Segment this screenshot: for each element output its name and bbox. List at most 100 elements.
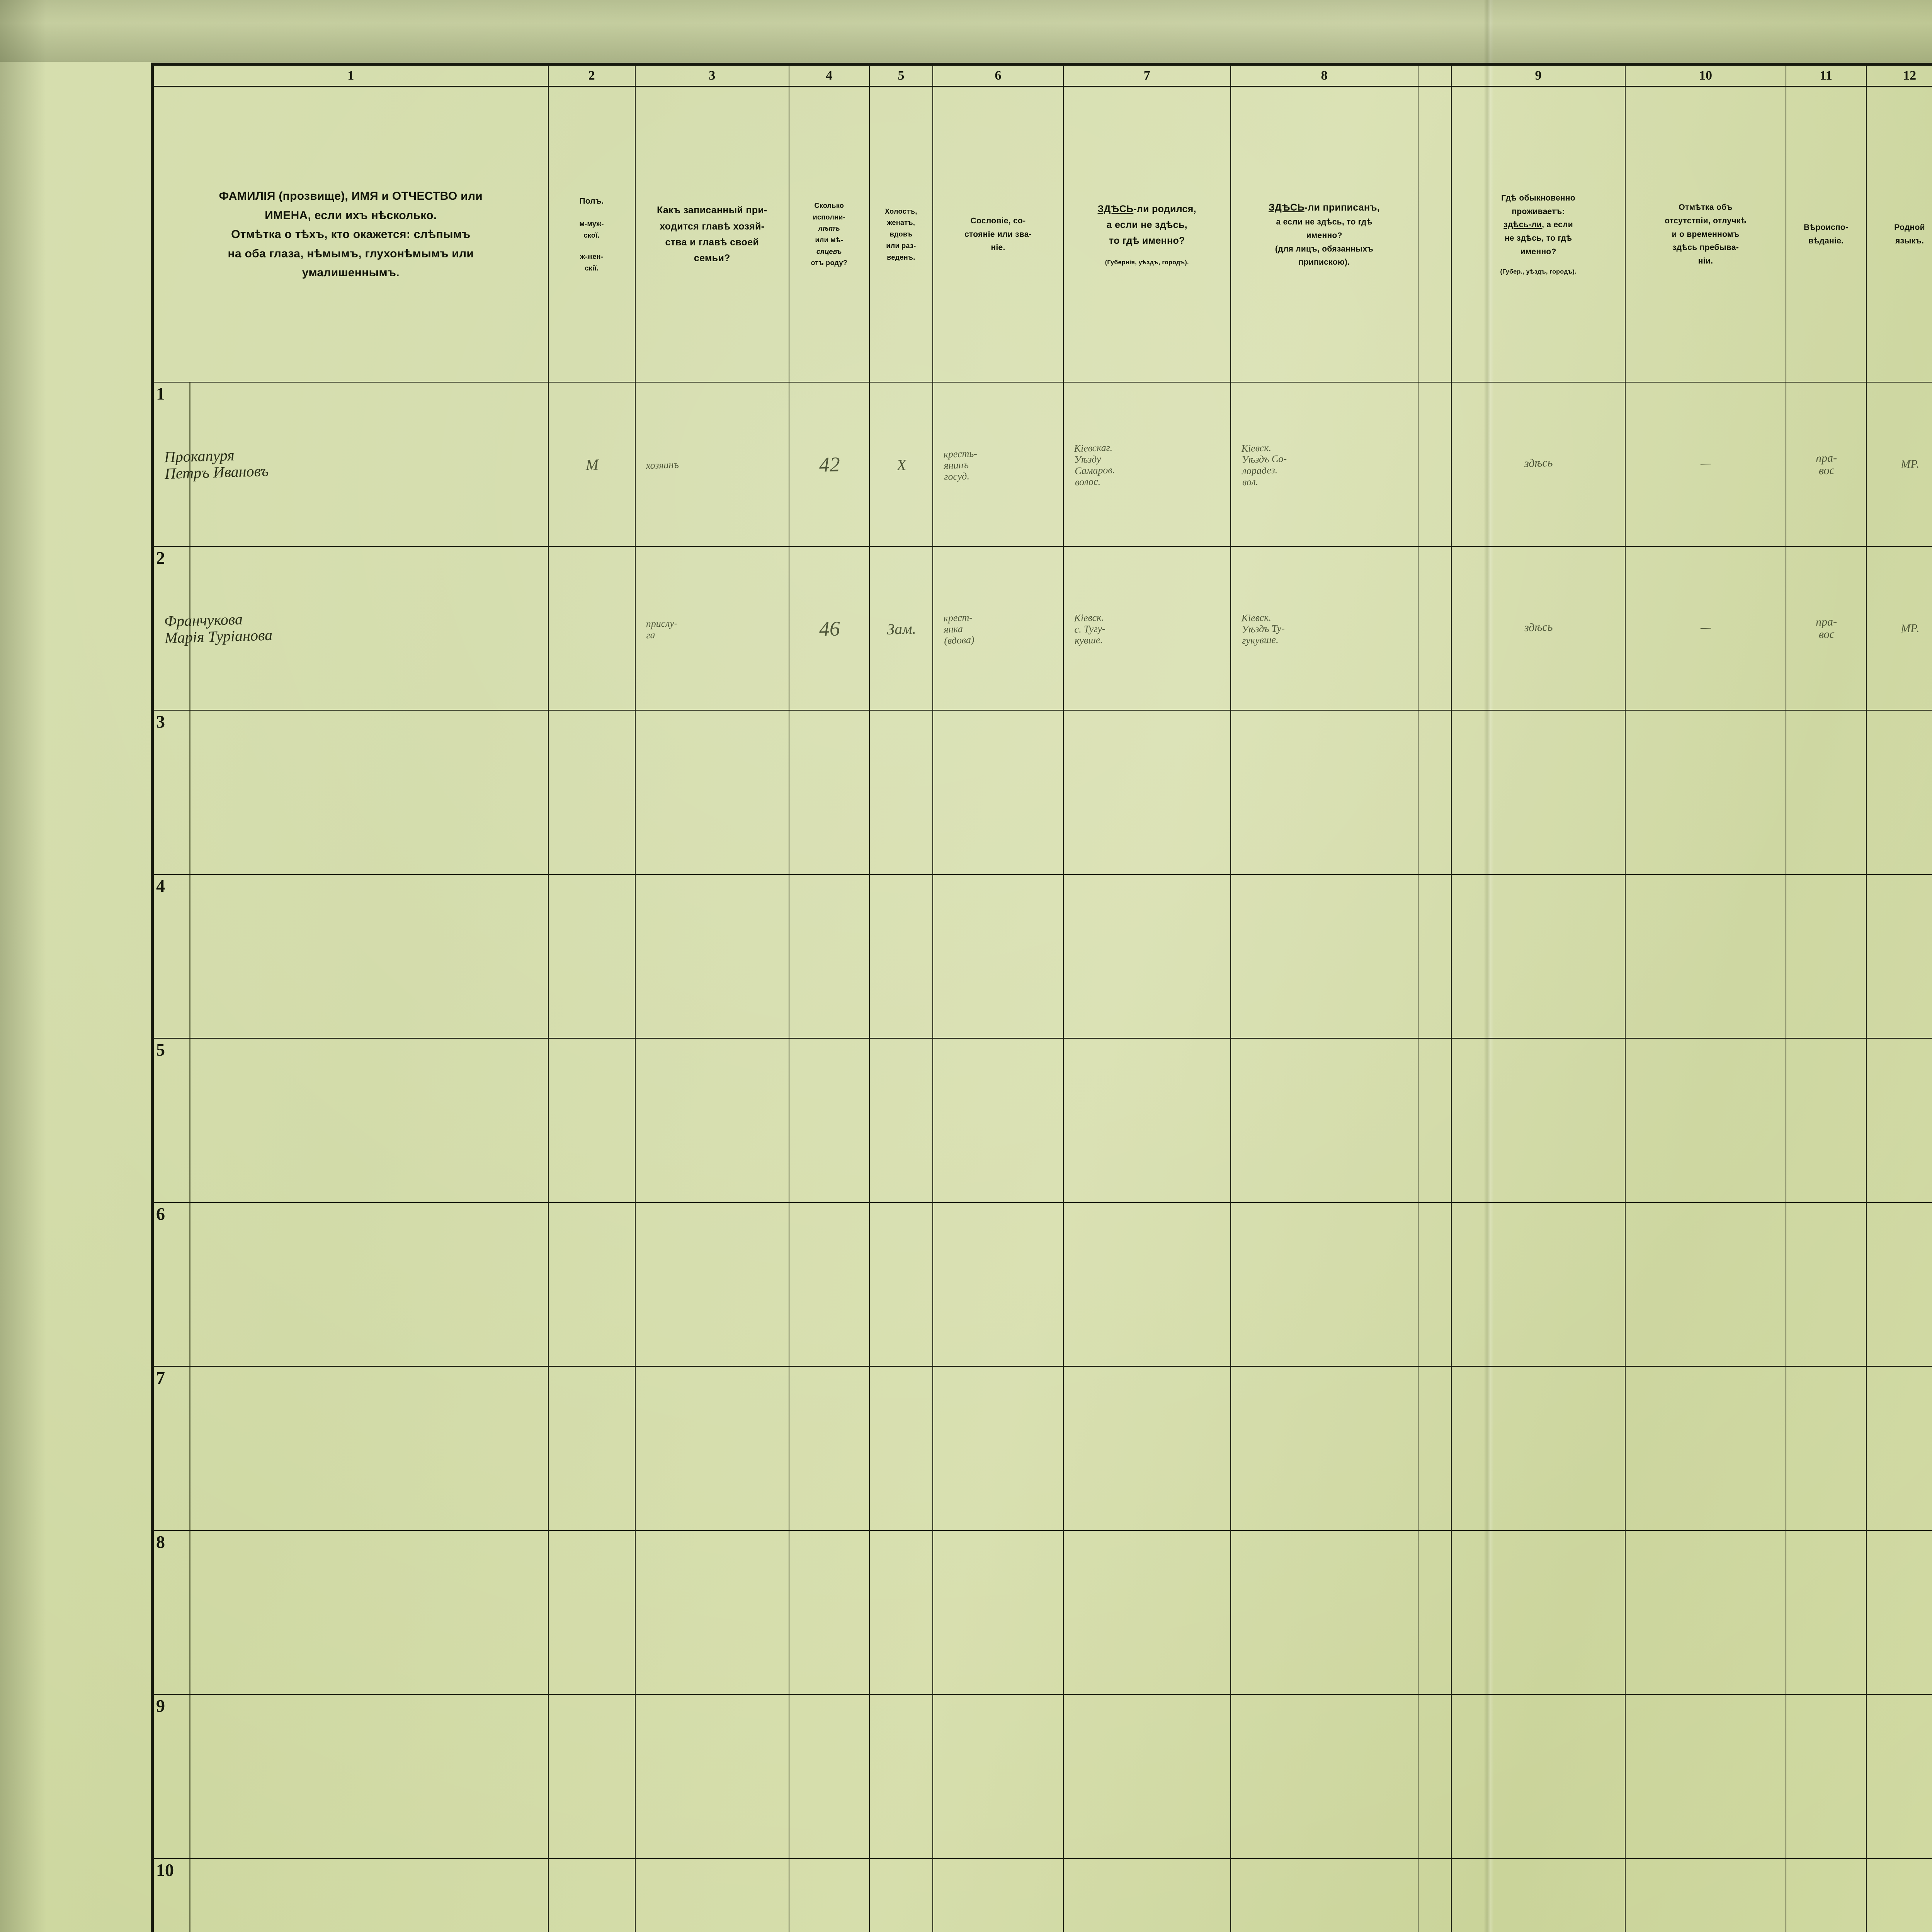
cell-col-8[interactable]: Кiевск. Уѣздъ Со- лорадез. вол. [1230, 381, 1418, 547]
cell-col-6[interactable] [932, 1366, 1064, 1531]
cell-col-11[interactable] [1785, 1366, 1867, 1531]
cell-col-5[interactable] [869, 1366, 934, 1531]
cell-col-7[interactable] [1063, 710, 1231, 875]
cell-col-2[interactable] [548, 1038, 636, 1203]
cell-col-4[interactable] [788, 1530, 870, 1695]
cell-col-3[interactable] [634, 1694, 789, 1859]
cell-col-5[interactable] [869, 1530, 934, 1695]
cell-col-7[interactable] [1063, 874, 1231, 1039]
cell-col-6[interactable] [932, 1858, 1064, 1932]
cell-col-6[interactable] [932, 1694, 1064, 1859]
cell-col-10[interactable]: — [1625, 546, 1786, 711]
cell-col-10[interactable] [1625, 1038, 1786, 1203]
cell-col-11[interactable] [1785, 1858, 1867, 1932]
cell-col-8[interactable] [1230, 1858, 1418, 1932]
table-row[interactable]: 612 [153, 1202, 1932, 1367]
cell-col-9[interactable]: здѣсь [1451, 381, 1626, 547]
cell-col-4[interactable] [788, 1038, 870, 1203]
cell-col-8[interactable]: Кiевск. Уѣздъ Ту- гукувше. [1230, 546, 1418, 711]
table-row[interactable]: 312 [153, 710, 1932, 875]
cell-col-2[interactable] [548, 546, 636, 711]
cell-col-10[interactable] [1625, 710, 1786, 875]
cell-col-8[interactable] [1230, 710, 1418, 875]
cell-col-3[interactable] [634, 1530, 789, 1695]
cell-col-9[interactable] [1451, 1366, 1626, 1531]
cell-col-12[interactable]: МР. [1866, 381, 1932, 547]
cell-col-5[interactable] [869, 1038, 934, 1203]
table-row[interactable]: 912 [153, 1694, 1932, 1859]
cell-col-2[interactable] [548, 1694, 636, 1859]
table-row[interactable]: 412 [153, 874, 1932, 1039]
cell-col-8[interactable] [1230, 1694, 1418, 1859]
table-row[interactable]: 2 Франчукова Марiя Турiанова прислу- га 46 З… [153, 546, 1932, 711]
cell-col-9[interactable] [1451, 1202, 1626, 1367]
cell-col-11[interactable]: пра- вос [1785, 381, 1867, 547]
cell-col-12[interactable] [1866, 874, 1932, 1039]
cell-col-7[interactable] [1063, 1202, 1231, 1367]
cell-col-9[interactable] [1451, 1694, 1626, 1859]
cell-col-8[interactable] [1230, 874, 1418, 1039]
cell-col-5[interactable] [869, 1858, 934, 1932]
cell-col-4[interactable] [788, 874, 870, 1039]
cell-col-8[interactable] [1230, 1202, 1418, 1367]
cell-col-9[interactable] [1451, 1858, 1626, 1932]
cell-col-4[interactable] [788, 1202, 870, 1367]
cell-col-7[interactable] [1063, 1366, 1231, 1531]
cell-col-6[interactable]: кресть- янинъ госуд. [932, 381, 1064, 547]
cell-col-5[interactable] [869, 1694, 934, 1859]
cell-col-11[interactable] [1785, 1530, 1867, 1695]
cell-col-10[interactable] [1625, 1858, 1786, 1932]
cell-col-12[interactable] [1866, 1038, 1932, 1203]
cell-col-9[interactable]: здѣсь [1451, 546, 1626, 711]
cell-col-3[interactable] [634, 874, 789, 1039]
cell-col-8[interactable] [1230, 1530, 1418, 1695]
cell-col-3[interactable] [634, 1202, 789, 1367]
cell-col-6[interactable] [932, 1202, 1064, 1367]
cell-col-9[interactable] [1451, 710, 1626, 875]
cell-col-3[interactable] [634, 1366, 789, 1531]
cell-col-11[interactable] [1785, 874, 1867, 1039]
cell-col-2[interactable] [548, 1202, 636, 1367]
cell-col-3[interactable] [634, 1858, 789, 1932]
cell-name[interactable]: 10 [153, 1858, 549, 1932]
table-row[interactable]: 1012 [153, 1858, 1932, 1932]
cell-col-4[interactable] [788, 710, 870, 875]
cell-col-8[interactable] [1230, 1366, 1418, 1531]
cell-col-2[interactable] [548, 1366, 636, 1531]
cell-col-7[interactable] [1063, 1038, 1231, 1203]
cell-col-7[interactable] [1063, 1694, 1231, 1859]
cell-col-10[interactable] [1625, 1202, 1786, 1367]
cell-col-2[interactable] [548, 1858, 636, 1932]
cell-col-7[interactable]: Кiевскаг. Уѣзду Самаров. волос. [1063, 381, 1231, 547]
cell-col-4[interactable]: 46 [788, 546, 870, 711]
cell-col-2[interactable] [548, 710, 636, 875]
table-row[interactable]: 512 [153, 1038, 1932, 1203]
cell-col-3[interactable] [634, 710, 789, 875]
cell-col-3[interactable]: прислу- га [634, 546, 789, 711]
cell-col-12[interactable] [1866, 1858, 1932, 1932]
cell-col-12[interactable]: МР. [1866, 546, 1932, 711]
cell-name[interactable]: 6 [153, 1202, 549, 1367]
cell-col-3[interactable]: хозяинъ [634, 381, 789, 547]
cell-col-12[interactable] [1866, 1366, 1932, 1531]
cell-col-4[interactable] [788, 1366, 870, 1531]
cell-name[interactable]: 3 [153, 710, 549, 875]
cell-col-7[interactable]: Кiевск. с. Тугу- кувше. [1063, 546, 1231, 711]
cell-col-2[interactable]: М [548, 381, 636, 547]
cell-col-12[interactable] [1866, 710, 1932, 875]
cell-col-4[interactable] [788, 1694, 870, 1859]
table-row[interactable]: 812 [153, 1530, 1932, 1695]
cell-name[interactable]: 5 [153, 1038, 549, 1203]
cell-col-2[interactable] [548, 874, 636, 1039]
cell-col-4[interactable]: 42 [788, 381, 870, 547]
cell-col-6[interactable]: крест- янка (вдова) [932, 546, 1064, 711]
cell-col-5[interactable]: Зам. [869, 546, 934, 711]
cell-col-5[interactable] [869, 1202, 934, 1367]
cell-col-8[interactable] [1230, 1038, 1418, 1203]
cell-name[interactable]: 2 Франчукова Марiя Турiанова [153, 546, 549, 711]
cell-col-12[interactable] [1866, 1530, 1932, 1695]
cell-col-6[interactable] [932, 1038, 1064, 1203]
cell-col-11[interactable] [1785, 1202, 1867, 1367]
cell-col-6[interactable] [932, 1530, 1064, 1695]
